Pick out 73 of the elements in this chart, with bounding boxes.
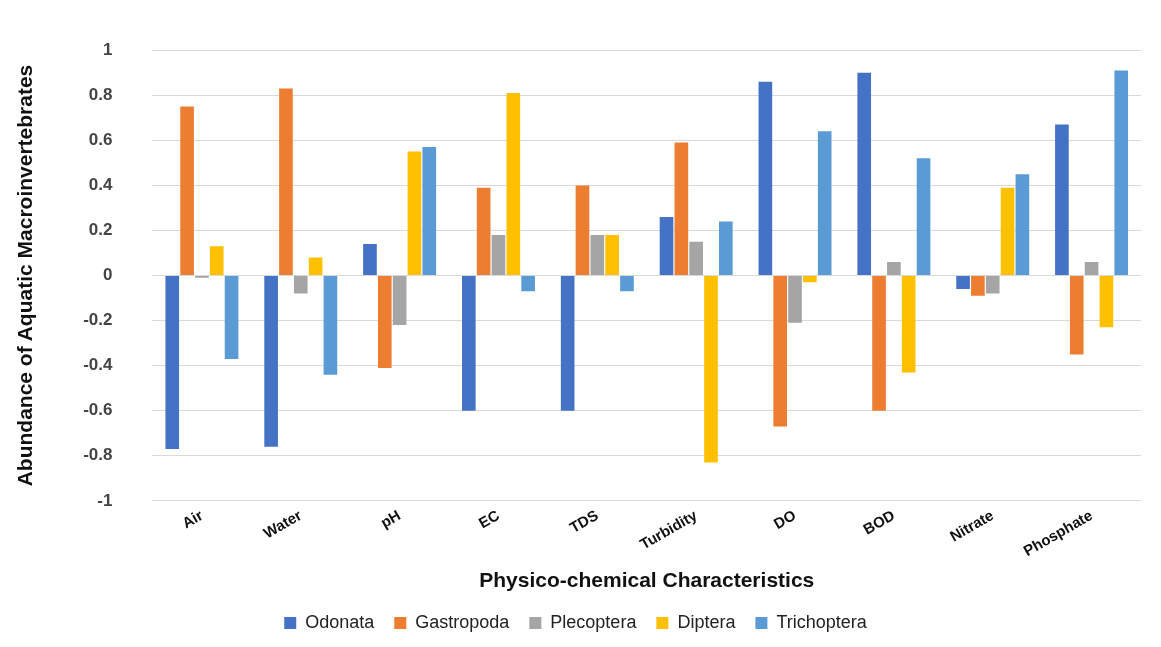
bar [872,276,886,411]
y-tick-label: -1 [97,490,113,510]
x-axis-title: Physico-chemical Characteristics [479,568,815,592]
bar [209,246,224,276]
x-tick-label: Air [178,506,206,532]
bar [956,276,970,290]
legend-label: Gastropoda [415,611,511,632]
bar [476,187,491,276]
bar [422,147,437,276]
bar [916,158,931,276]
bar [719,221,733,276]
bar [803,276,817,283]
bar [1114,70,1129,276]
y-tick-label: 0.8 [88,84,113,104]
bar [887,262,901,276]
x-tick-label: EC [475,506,503,532]
x-tick-label: DO [770,505,799,533]
x-tick-label: TDS [566,506,601,536]
bar [560,276,575,411]
bar [575,185,590,276]
bar [264,276,278,447]
y-tick-label: -0.6 [83,400,113,420]
bar [377,276,392,368]
bar [620,276,634,292]
x-tick-label: BOD [860,506,898,538]
bar [985,276,1000,294]
y-tick-label: 0.2 [88,220,113,240]
bar [901,276,916,373]
legend-label: Diptera [677,611,737,632]
y-tick-label: 0.4 [88,175,114,195]
bar [462,276,476,411]
y-tick-label: -0.8 [83,445,113,465]
y-tick-label: -0.4 [83,355,114,375]
bar [180,106,194,276]
bar [323,276,338,375]
bar [521,276,535,292]
bar [224,276,239,359]
bar [971,276,985,296]
bar [308,257,323,276]
bar [363,243,377,276]
bar [704,276,718,463]
bar [506,93,521,276]
bar [392,276,407,326]
bar [1015,174,1030,276]
x-tick-label: pH [377,506,404,531]
legend-label: Odonata [305,611,376,632]
bar [1000,187,1015,276]
bar [1055,124,1069,276]
bar [817,131,832,276]
y-axis-title: Abundance of Aquatic Macroinvertebrates [13,64,37,487]
bar [491,234,506,276]
bar [407,151,422,276]
bar [590,234,605,276]
bar [674,142,689,276]
y-tick-label: 0 [103,265,113,285]
bar [1099,276,1114,328]
bar [1084,262,1099,276]
bar [773,276,788,427]
legend-label: Plecoptera [550,611,638,632]
y-tick-label: 1 [103,39,113,59]
bar [758,81,773,276]
bar [1069,276,1084,355]
bar [689,241,703,276]
y-tick-label: -0.2 [83,310,113,330]
y-tick-label: 0.6 [88,130,113,150]
bar [293,276,308,294]
bar [659,216,674,276]
bar [788,276,802,323]
legend-label: Trichoptera [776,611,868,632]
bar [279,88,293,276]
bar [605,234,619,276]
bar [165,276,180,450]
bar [857,72,872,276]
